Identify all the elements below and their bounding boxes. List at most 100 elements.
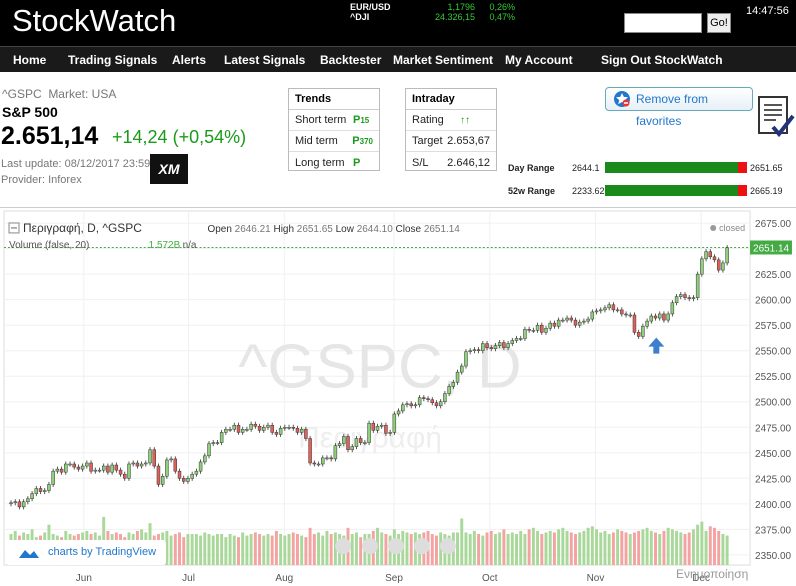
candle-body [624,313,628,316]
candle-body [173,458,178,472]
candle-body [131,462,135,465]
search-input[interactable] [624,13,702,33]
candle-body [346,436,350,450]
candle-body [518,338,523,340]
volume-bar [603,530,607,566]
candle-body [342,436,346,444]
candle-body [42,490,47,492]
volume-bar [624,532,628,566]
volume-bar [409,534,413,566]
y-tick-label: 2550.00 [755,347,791,358]
x-axis: Jun Jul Aug Sep Oct Nov Dec [76,573,710,584]
candle-body [535,324,540,331]
candle-body [506,343,510,348]
nav-latest-signals[interactable]: Latest Signals [224,53,306,67]
volume-bar [287,534,291,566]
candle-body [569,317,573,321]
nav-home[interactable]: Home [13,53,47,67]
candle-body [417,397,422,406]
candle-body [674,296,679,303]
candle-body [236,424,241,433]
candle-body [725,247,729,264]
nav-market-sentiment[interactable]: Market Sentiment [393,53,494,67]
candle-body [253,423,258,427]
volume-bar [616,529,620,566]
volume-bar [586,527,590,566]
candle-body [565,317,569,321]
candle-body [266,424,270,428]
intraday-title: Intraday [406,89,496,110]
intraday-row: Target 2.653,67 [406,131,496,152]
candles [9,245,729,510]
candle-body [527,329,531,331]
nav-alerts[interactable]: Alerts [172,53,207,67]
logo[interactable]: StockWatch [12,3,177,38]
candle-body [603,307,607,311]
volume-bar [713,527,716,566]
candle-body [599,309,603,312]
candle-body [611,304,616,311]
clock: 14:47:56 [746,5,789,17]
nav-my-account[interactable]: My Account [505,53,573,67]
candle-body [299,429,304,433]
tradingview-link[interactable]: charts by TradingView [6,540,166,565]
trends-title: Trends [289,89,379,110]
nav-trading-signals[interactable]: Trading Signals [68,53,158,67]
volume-bar [565,530,569,566]
y-tick-label: 2525.00 [755,372,791,383]
remove-favorites-button[interactable]: Remove from favorites [605,87,753,128]
go-button[interactable]: Go! [707,13,731,33]
volume-bar [211,535,215,566]
volume-bar [354,532,358,566]
volume-bar [258,534,262,566]
volume-bar [270,535,274,566]
volume-bar [477,534,481,566]
candle-body [219,432,224,443]
candle-body [375,425,380,431]
candle-body [55,468,60,472]
candle-body [573,319,578,326]
candle-body [577,321,582,326]
xm-logo[interactable]: XM [150,154,188,184]
tradingview-logo-icon [19,550,39,558]
volume-bar [611,532,615,566]
candle-body [123,473,127,479]
last-update: Last update: 08/12/2017 23:59 [1,158,151,170]
volume-bar [578,532,582,566]
x-tick-label: Aug [275,573,293,584]
nav-sign-out[interactable]: Sign Out StockWatch [601,53,723,67]
volume-bar [531,527,535,566]
trends-panel: Trends Short term P 15 Mid term P 370 Long t… [288,88,380,171]
candle-body [700,258,704,275]
candle-body [76,466,81,470]
volume-legend: Volume (false, 20) [9,240,89,251]
candle-body [691,297,696,299]
volume-bar [519,530,523,566]
volume-bar [283,535,287,566]
candle-body [144,462,148,465]
arrow-up-icon [648,337,665,354]
main-nav: Home Trading Signals Alerts Latest Signa… [0,46,796,72]
volume-bar [510,532,514,566]
candle-body [544,328,548,333]
volume-bar [291,532,295,566]
chart-nav-controls[interactable] [335,538,456,555]
intraday-panel: Intraday Rating ↑↑ Target 2.653,67 S/L 2.64… [405,88,497,171]
volume-bar [645,527,649,566]
collapse-icon[interactable] [8,222,20,234]
candle-body [510,340,515,344]
price-chart[interactable]: ^GSPC, D Περιγραφή 2675.002650.002625.00… [0,207,796,586]
volume-bar [199,535,203,566]
report-icon[interactable] [757,95,795,143]
volume-bar [312,534,316,566]
volume-bar [662,530,666,566]
volume-bar [468,534,472,566]
candle-body [274,432,279,435]
candle-body [464,351,468,367]
candle-body [426,398,430,400]
volume-bar [595,529,599,566]
nav-backtester[interactable]: Backtester [320,53,382,67]
candle-body [325,457,329,460]
volume-bar [325,530,329,566]
candle-body [110,464,114,473]
